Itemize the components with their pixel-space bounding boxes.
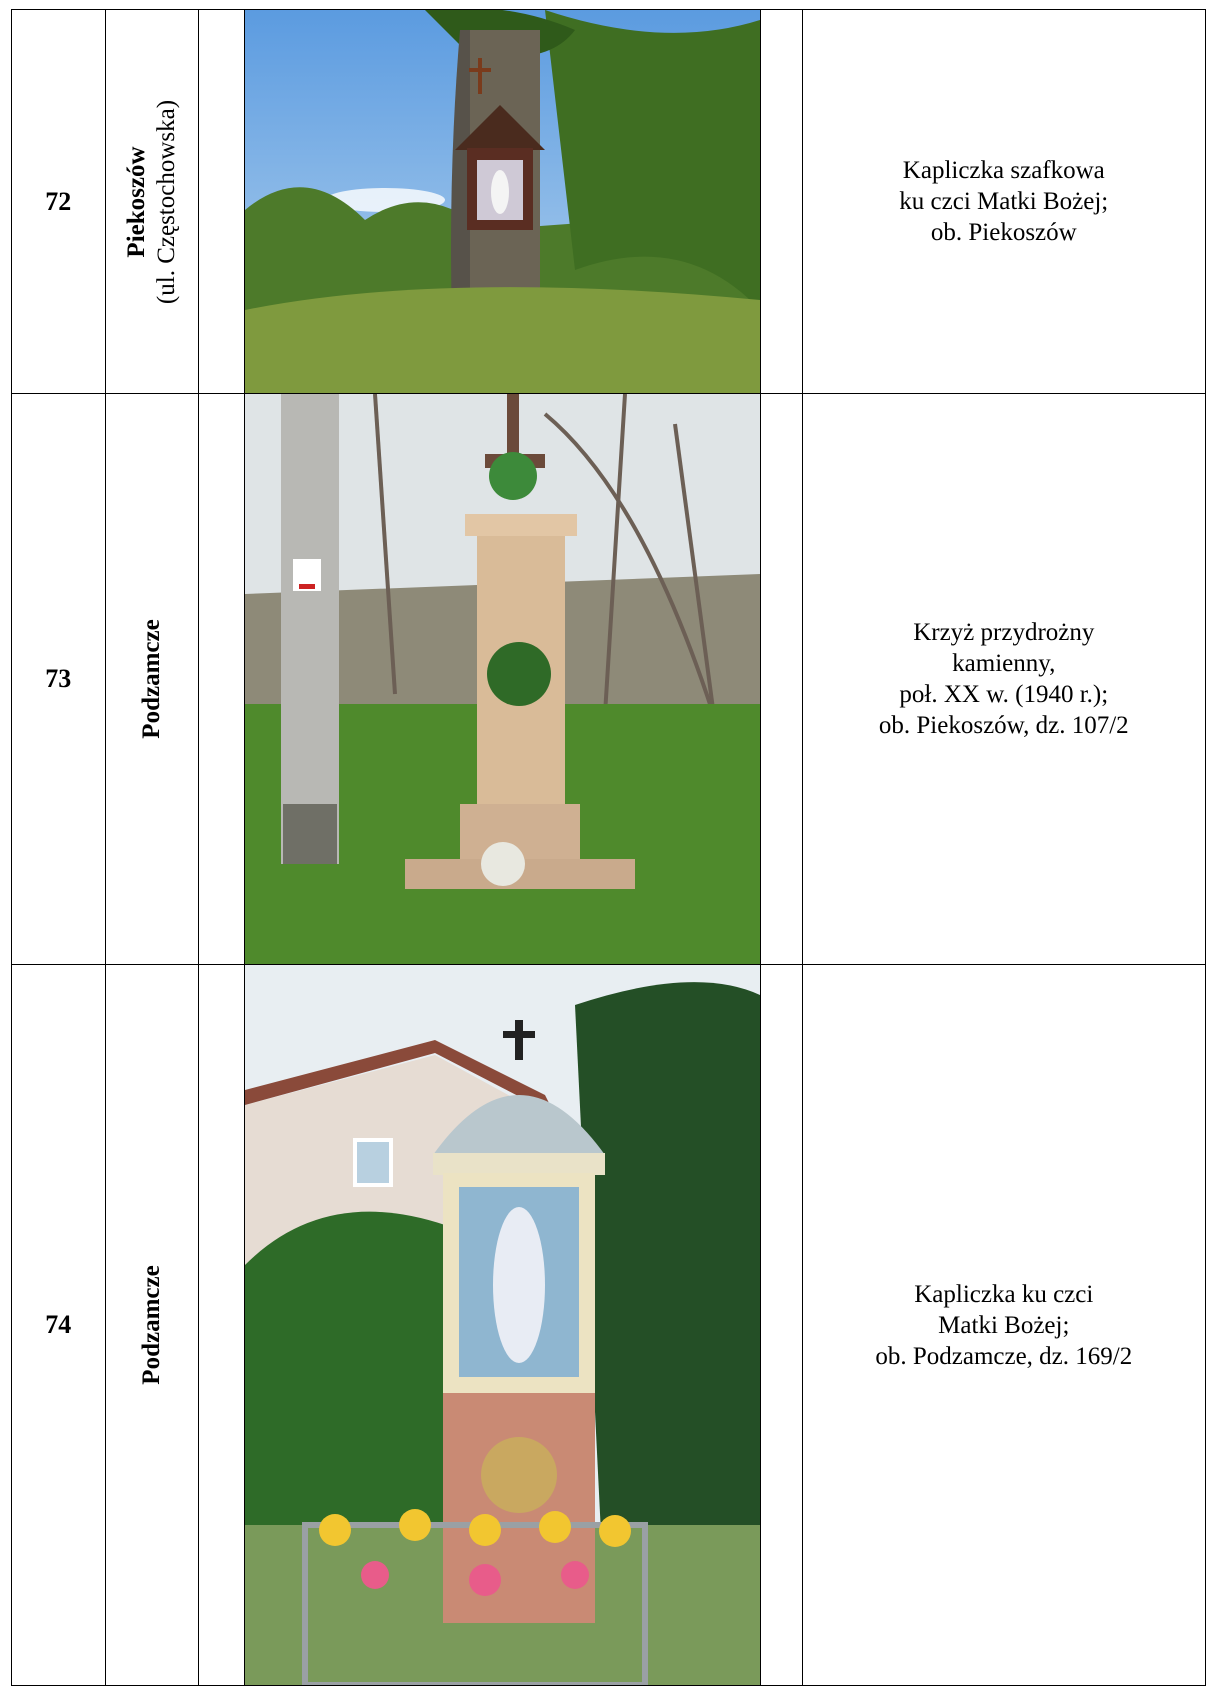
- place: Podzamcze: [137, 1265, 165, 1385]
- photo: [244, 10, 760, 393]
- place: Piekoszów: [122, 145, 150, 258]
- photo-cell: [244, 964, 761, 1686]
- place-cell: Podzamcze: [104, 964, 200, 1686]
- photo: [244, 965, 760, 1685]
- description-line: kamienny,: [952, 650, 1056, 677]
- inventory-table: 72 Piekoszów (ul. Częstochowska) Kapliczk…: [11, 9, 1206, 1686]
- place-cell: Piekoszów (ul. Częstochowska): [104, 9, 200, 394]
- number: 72: [45, 186, 72, 216]
- number-cell: 73: [11, 393, 106, 965]
- place: Podzamcze: [137, 619, 165, 739]
- description-line: ob. Piekoszów: [930, 219, 1077, 246]
- description-line: ku czci Matki Bożej;: [899, 188, 1109, 215]
- row: 72 Piekoszów (ul. Częstochowska) Kapliczk…: [11, 9, 1206, 394]
- description-line: Kapliczka ku czci: [914, 1280, 1094, 1308]
- row: 74 Podzamcze Kapliczka ku czci Matki Boż…: [11, 964, 1206, 1686]
- description-cell: Kapliczka ku czci Matki Bożej; ob. Podza…: [801, 964, 1206, 1686]
- description-cell: Kapliczka szafkowa ku czci Matki Bożej; …: [801, 9, 1206, 394]
- number: 73: [45, 664, 72, 693]
- row: 73 Podzamcze Krzyż przydrożny kamienny, …: [11, 393, 1206, 965]
- number-cell: 72: [11, 9, 106, 394]
- description-line: ob. Piekoszów, dz. 107/2: [878, 712, 1129, 739]
- description-line: Krzyż przydrożny: [913, 619, 1095, 646]
- description-cell: Krzyż przydrożny kamienny, poł. XX w. (1…: [801, 393, 1206, 965]
- number-cell: 74: [11, 964, 106, 1686]
- photo-cell: [244, 9, 761, 394]
- photo-cell: [244, 393, 761, 965]
- number: 74: [45, 1310, 72, 1339]
- description-line: Kapliczka szafkowa: [902, 157, 1105, 184]
- place-cell: Podzamcze: [104, 393, 200, 965]
- description-line: ob. Podzamcze, dz. 169/2: [875, 1342, 1133, 1370]
- place-detail: (ul. Częstochowska): [152, 99, 180, 304]
- description-line: poł. XX w. (1940 r.);: [899, 681, 1109, 708]
- photo: [244, 394, 760, 964]
- description-line: Matki Bożej;: [938, 1311, 1070, 1339]
